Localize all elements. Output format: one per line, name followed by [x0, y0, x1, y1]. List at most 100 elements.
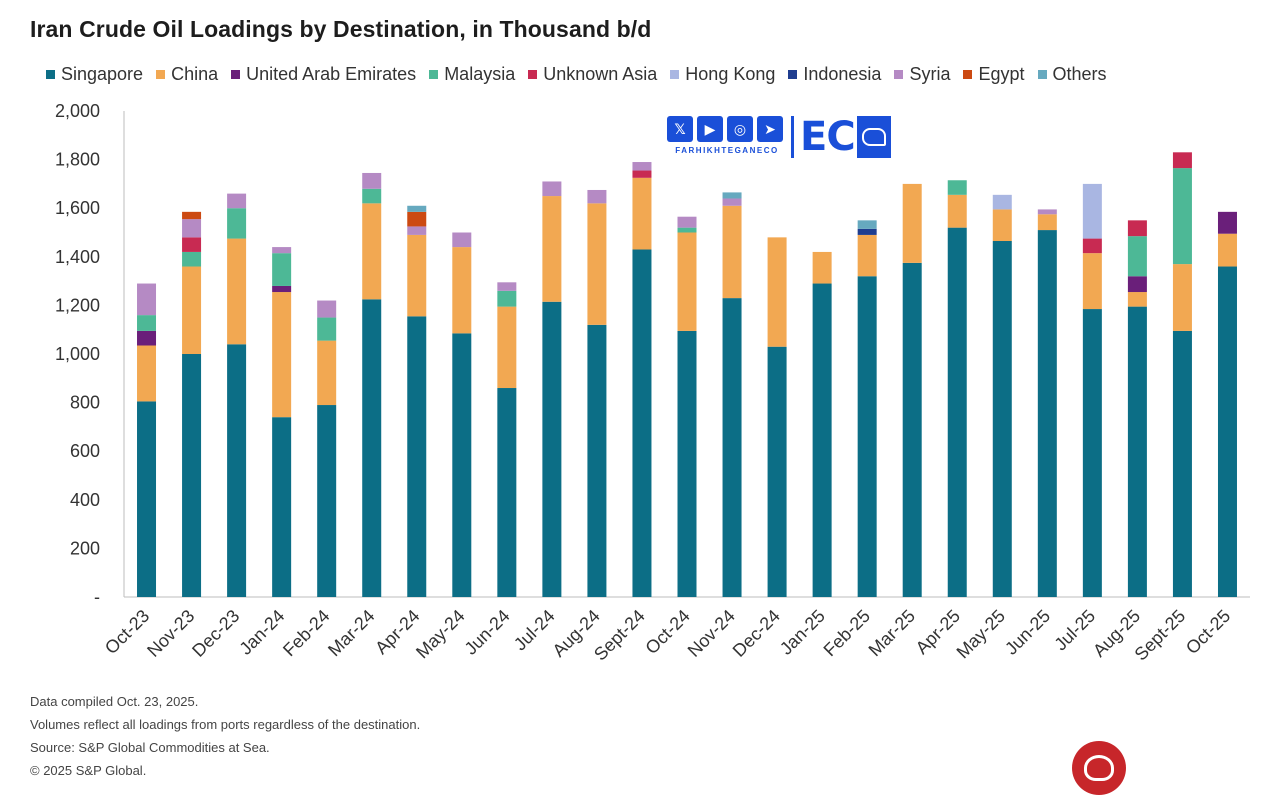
bar-segment — [317, 300, 337, 318]
legend-swatch — [528, 70, 538, 79]
bar-segment — [632, 249, 652, 597]
bar-segment — [677, 216, 697, 228]
bar-segment — [452, 232, 472, 248]
bar-segment — [677, 232, 697, 331]
legend-label: China — [171, 64, 219, 84]
bar-segment — [722, 298, 742, 597]
y-tick-label: 200 — [70, 538, 100, 558]
x-tick-label: Jan-24 — [235, 606, 288, 659]
bar-segment — [587, 203, 607, 325]
bar-segment — [812, 283, 832, 597]
bar-segment — [407, 226, 427, 235]
legend-swatch — [670, 70, 680, 79]
legend-item: Unknown Asia — [528, 64, 657, 85]
x-tick-label: Sept-24 — [590, 606, 649, 665]
legend-item: Indonesia — [788, 64, 881, 85]
bar-segment — [947, 180, 967, 195]
bar-segment — [272, 285, 292, 293]
bar-segment — [182, 237, 202, 252]
bar-segment — [1127, 236, 1147, 277]
bar-segment — [317, 317, 337, 341]
bar-segment — [182, 266, 202, 354]
bar-segment — [767, 237, 787, 347]
bar-segment — [362, 188, 382, 204]
bar-segment — [1037, 214, 1057, 231]
bar-segment — [587, 324, 607, 597]
bar-segment — [857, 228, 877, 235]
legend-label: Others — [1052, 64, 1107, 84]
bar-segment — [272, 417, 292, 597]
bar-segment — [137, 401, 157, 597]
bar-segment — [857, 276, 877, 597]
bar-segment — [137, 283, 157, 316]
bar-segment — [227, 238, 247, 345]
legend-label: Singapore — [61, 64, 144, 84]
bar-segment — [407, 211, 427, 227]
bar-segment — [497, 282, 517, 291]
note-source: Source: S&P Global Commodities at Sea. — [30, 740, 270, 755]
bar-segment — [1172, 264, 1192, 331]
note-volumes: Volumes reflect all loadings from ports … — [30, 717, 421, 732]
x-tick-label: Oct-25 — [1182, 606, 1234, 658]
x-tick-label: Dec-24 — [729, 606, 784, 661]
bar-segment — [902, 262, 922, 597]
x-tick-label: Jun-25 — [1001, 606, 1054, 659]
bar-segment — [722, 198, 742, 206]
bar-segment — [137, 315, 157, 331]
watermark-emblem — [856, 116, 891, 158]
bar-segment — [722, 192, 742, 199]
note-copyright: © 2025 S&P Global. — [30, 763, 147, 778]
watermark-logo: 𝕏 ▶ ◎ ➤ FARHIKHTEGANECO EC — [667, 116, 891, 158]
bar-segment — [902, 183, 922, 263]
bar-segment — [182, 354, 202, 597]
publisher-seal-logo — [1072, 741, 1126, 795]
bar-segment — [362, 203, 382, 300]
legend-swatch — [963, 70, 973, 79]
bar-segment — [632, 170, 652, 178]
chart-legend: Singapore China United Arab Emirates Malays… — [46, 64, 1276, 85]
x-tick-label: May-25 — [953, 606, 1010, 663]
watermark-brand-mark: EC — [800, 114, 856, 160]
legend-label: Hong Kong — [685, 64, 776, 84]
bar-segment — [1217, 211, 1237, 234]
y-tick-label: 600 — [70, 441, 100, 461]
bar-segment — [407, 205, 427, 212]
legend-label: Egypt — [978, 64, 1025, 84]
bar-segment — [497, 290, 517, 307]
y-tick-label: 1,400 — [55, 247, 100, 267]
bar-segment — [1082, 253, 1102, 310]
bar-segment — [1082, 309, 1102, 597]
bar-segment — [452, 247, 472, 334]
bar-segment — [317, 405, 337, 597]
legend-swatch — [1037, 70, 1047, 79]
bar-segment — [272, 247, 292, 254]
bar-segment — [182, 251, 202, 267]
legend-swatch — [788, 70, 798, 79]
instagram-icon: ◎ — [727, 116, 753, 142]
bar-segment — [587, 189, 607, 204]
x-icon: 𝕏 — [667, 116, 693, 142]
bar-segment — [722, 205, 742, 299]
legend-swatch — [46, 70, 55, 79]
youtube-icon: ▶ — [697, 116, 723, 142]
y-tick-label: 1,600 — [55, 198, 100, 218]
bar-segment — [1082, 238, 1102, 254]
bar-segment — [497, 306, 517, 389]
bar-segment — [767, 346, 787, 597]
bar-segment — [227, 208, 247, 239]
y-tick-label: 800 — [70, 393, 100, 413]
bar-segment — [362, 172, 382, 189]
legend-label: Indonesia — [803, 64, 882, 84]
legend-label: Syria — [909, 64, 951, 84]
legend-item: Malaysia — [429, 64, 515, 85]
bar-segment — [632, 177, 652, 250]
legend-label: Malaysia — [444, 64, 516, 84]
bar-segment — [1217, 266, 1237, 597]
bar-segment — [1127, 220, 1147, 237]
note-compiled: Data compiled Oct. 23, 2025. — [30, 694, 199, 709]
bar-segment — [857, 220, 877, 229]
x-tick-label: Jan-25 — [776, 606, 829, 659]
bar-segment — [1172, 168, 1192, 265]
bar-segment — [857, 234, 877, 277]
bar-segment — [1127, 292, 1147, 307]
